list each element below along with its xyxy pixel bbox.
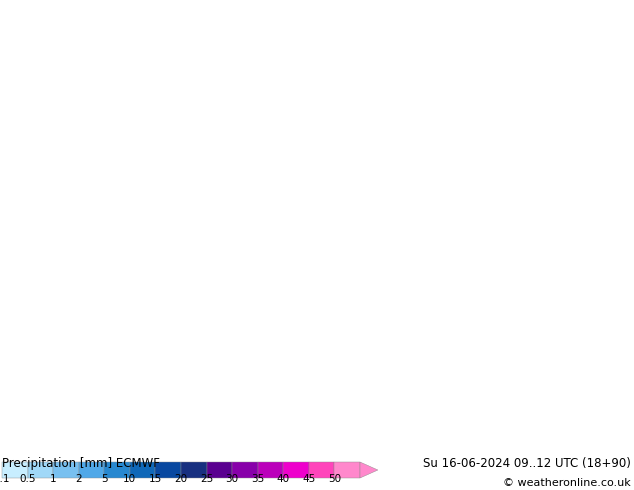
Bar <box>79 462 104 478</box>
Text: Precipitation [mm] ECMWF: Precipitation [mm] ECMWF <box>2 457 160 470</box>
Text: Su 16-06-2024 09..12 UTC (18+90): Su 16-06-2024 09..12 UTC (18+90) <box>423 457 631 470</box>
Text: 5: 5 <box>101 474 108 484</box>
Text: 2: 2 <box>75 474 82 484</box>
Text: 25: 25 <box>200 474 213 484</box>
Polygon shape <box>360 462 378 478</box>
Bar <box>104 462 130 478</box>
Bar <box>53 462 79 478</box>
Bar <box>309 462 334 478</box>
Bar <box>334 462 360 478</box>
Text: 0.5: 0.5 <box>19 474 36 484</box>
Bar <box>181 462 207 478</box>
Bar <box>257 462 283 478</box>
Text: 15: 15 <box>149 474 162 484</box>
Text: 40: 40 <box>276 474 290 484</box>
Bar <box>155 462 181 478</box>
Bar <box>2 462 27 478</box>
Bar <box>207 462 232 478</box>
Text: 35: 35 <box>251 474 264 484</box>
Text: © weatheronline.co.uk: © weatheronline.co.uk <box>503 478 631 488</box>
Text: 1: 1 <box>50 474 56 484</box>
Text: 45: 45 <box>302 474 316 484</box>
Bar <box>27 462 53 478</box>
Text: 20: 20 <box>174 474 188 484</box>
Text: 50: 50 <box>328 474 341 484</box>
Text: 10: 10 <box>123 474 136 484</box>
Bar <box>283 462 309 478</box>
Bar <box>232 462 257 478</box>
Bar <box>130 462 155 478</box>
Text: 30: 30 <box>226 474 239 484</box>
Text: 0.1: 0.1 <box>0 474 10 484</box>
